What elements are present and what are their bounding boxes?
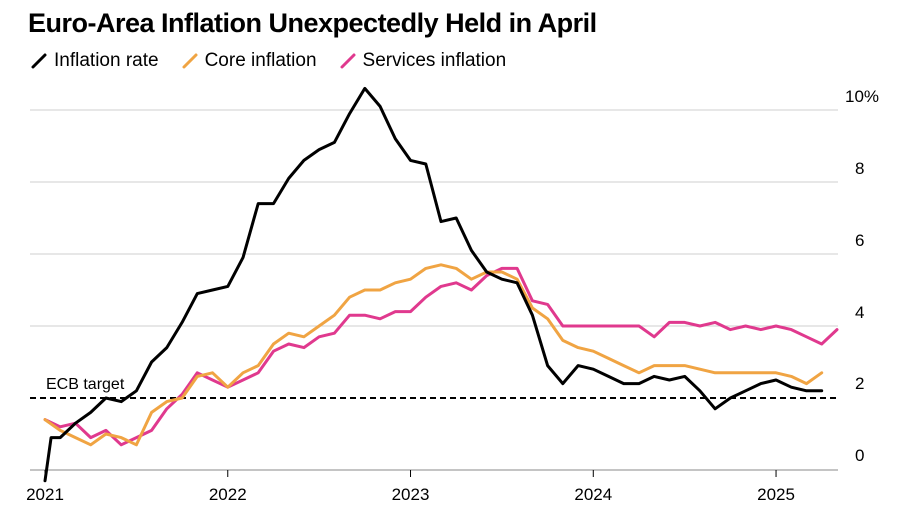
x-tick-label-2022: 2022 <box>209 485 247 504</box>
series-line-services-inflation <box>43 266 839 447</box>
y-tick-label-0: 0 <box>855 446 864 465</box>
legend-item-core-inflation: Core inflation <box>181 50 317 72</box>
legend: Inflation rate Core inflation Services i… <box>30 50 506 72</box>
ecb-target-label: ECB target <box>46 376 125 393</box>
legend-label-core-inflation: Core inflation <box>204 50 317 71</box>
legend-label-services-inflation: Services inflation <box>362 50 507 71</box>
legend-label-inflation-rate: Inflation rate <box>54 50 159 71</box>
y-tick-label-8: 8 <box>855 159 864 178</box>
legend-item-services-inflation: Services inflation <box>339 50 507 72</box>
chart-title: Euro-Area Inflation Unexpectedly Held in… <box>28 8 597 38</box>
legend-swatch-services-inflation <box>340 53 356 69</box>
series-line-core-inflation <box>43 263 824 447</box>
y-tick-label-2: 2 <box>855 374 864 393</box>
legend-item-inflation-rate: Inflation rate <box>30 50 159 72</box>
x-tick-label-2023: 2023 <box>392 485 430 504</box>
x-tick-label-2025: 2025 <box>757 485 795 504</box>
legend-swatch-core-inflation <box>182 53 198 69</box>
legend-swatch-inflation-rate <box>31 53 47 69</box>
x-tick-label-2024: 2024 <box>574 485 612 504</box>
series-line-inflation-rate <box>43 86 824 483</box>
y-tick-label-10: 10% <box>845 87 879 106</box>
y-tick-label-6: 6 <box>855 231 864 250</box>
y-tick-label-4: 4 <box>855 303 864 322</box>
x-tick-label-2021: 2021 <box>26 485 64 504</box>
